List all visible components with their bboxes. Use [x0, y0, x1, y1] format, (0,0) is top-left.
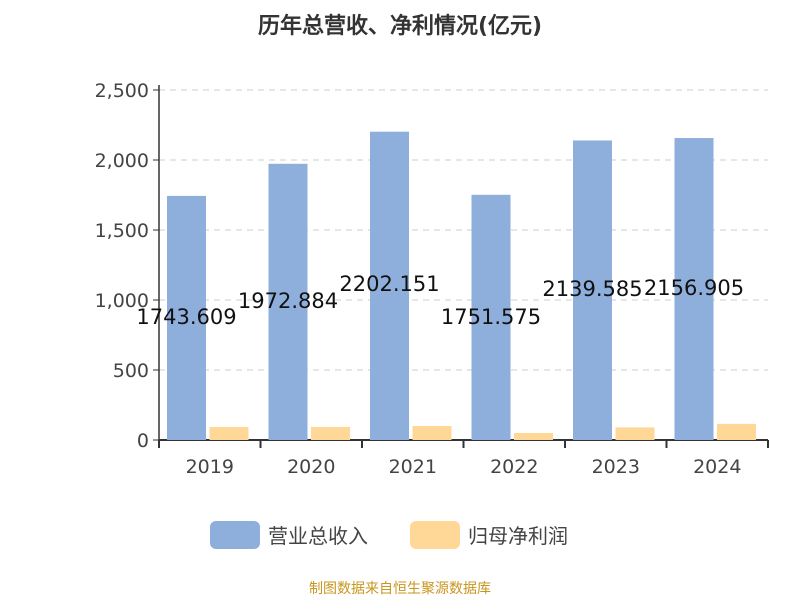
x-tick-label: 2019	[186, 456, 234, 478]
bar-revenue	[268, 163, 308, 440]
bar-revenue	[573, 140, 612, 440]
bar-revenue	[167, 195, 206, 440]
bar-net-profit	[514, 433, 553, 440]
legend-swatch	[410, 521, 460, 549]
bar-net-profit	[717, 423, 756, 440]
bar-revenue	[370, 131, 409, 440]
bar-revenue	[471, 194, 511, 440]
bar-net-profit	[615, 427, 655, 440]
y-tick-label: 500	[113, 360, 149, 382]
bar-net-profit	[412, 426, 452, 440]
x-tick-label: 2020	[287, 456, 335, 478]
legend-label: 归母净利润	[468, 524, 568, 548]
x-tick-label: 2024	[693, 456, 741, 478]
x-tick-label: 2023	[592, 456, 640, 478]
legend-label: 营业总收入	[268, 524, 368, 548]
y-tick-label: 1,000	[95, 290, 149, 312]
data-label: 1751.575	[441, 305, 541, 329]
y-tick-label: 0	[137, 430, 149, 452]
bar-revenue	[674, 138, 714, 440]
legend-swatch	[210, 521, 260, 549]
data-label: 2202.151	[339, 272, 439, 296]
y-tick-label: 2,500	[95, 80, 149, 102]
data-label: 2156.905	[644, 276, 744, 300]
data-label: 1972.884	[238, 289, 338, 313]
chart-title: 历年总营收、净利情况(亿元)	[257, 14, 543, 39]
data-label: 1743.609	[136, 305, 236, 329]
x-tick-label: 2021	[389, 456, 437, 478]
bar-net-profit	[209, 426, 249, 440]
data-label: 2139.585	[542, 277, 642, 301]
y-tick-label: 2,000	[95, 150, 149, 172]
y-tick-label: 1,500	[95, 220, 149, 242]
source-note: 制图数据来自恒生聚源数据库	[309, 581, 491, 597]
bar-net-profit	[311, 426, 350, 440]
x-tick-label: 2022	[490, 456, 538, 478]
